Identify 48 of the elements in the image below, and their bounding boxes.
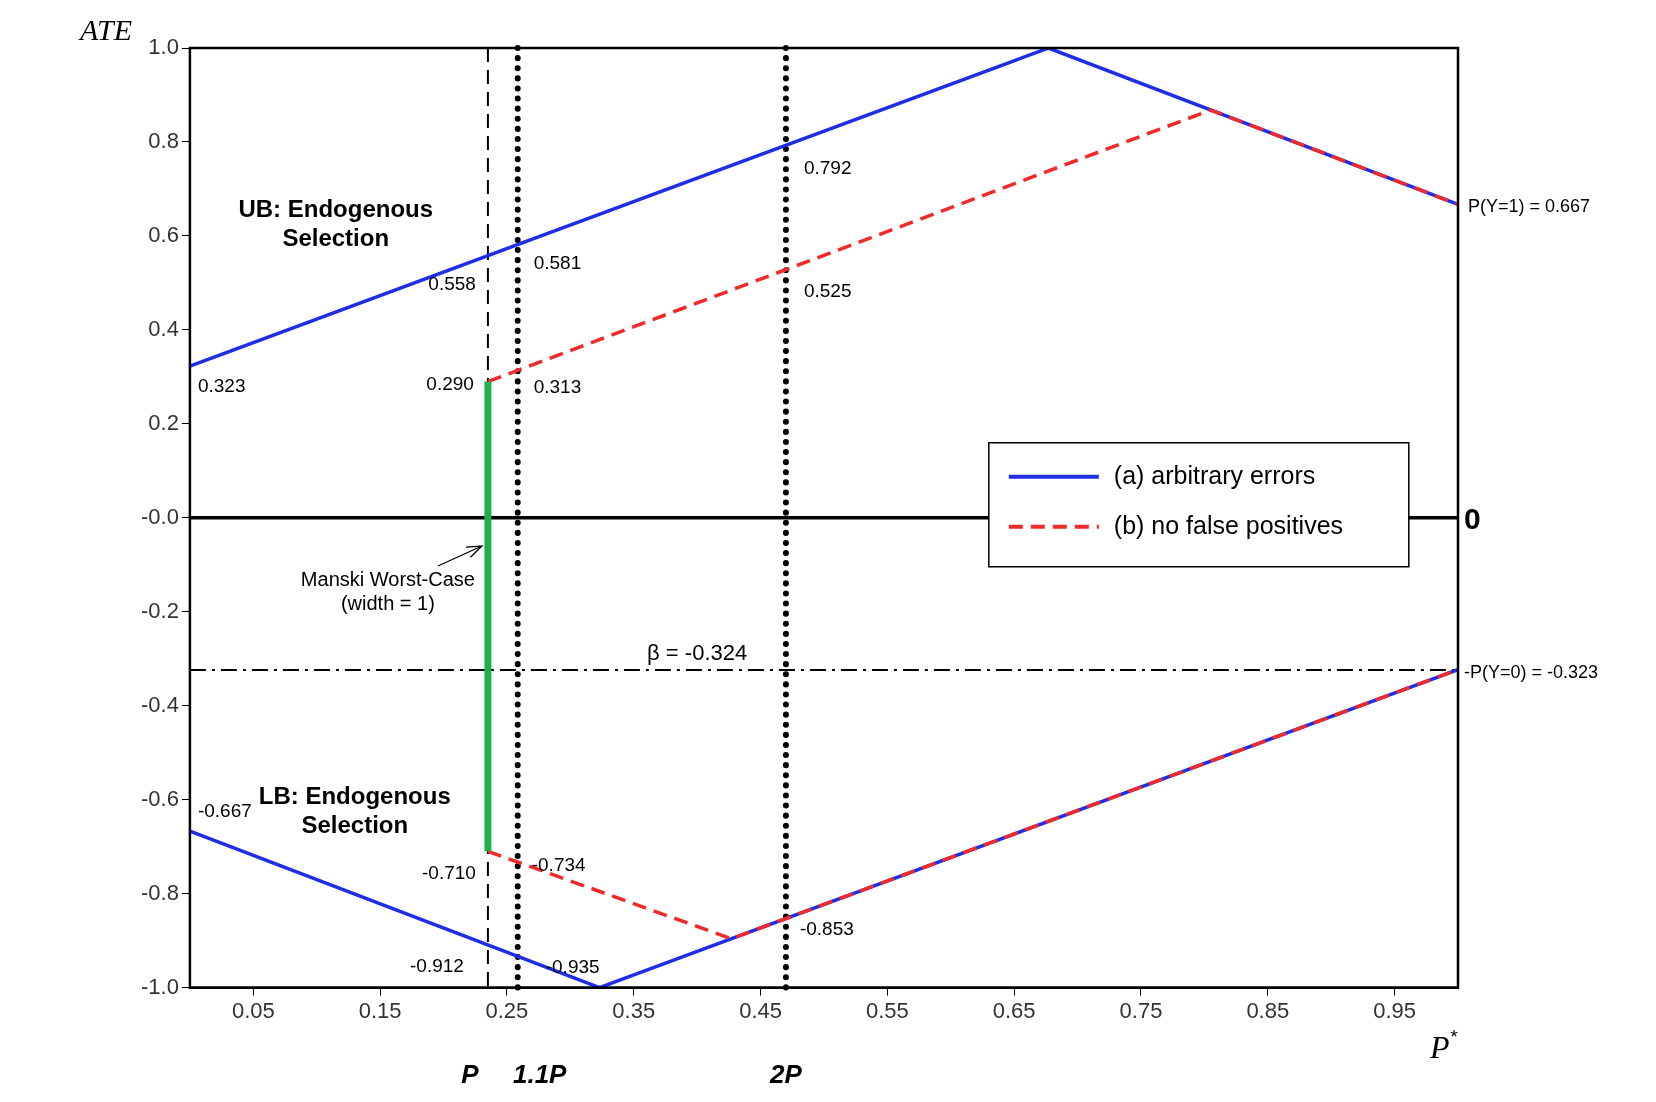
- ref-line-label: P: [461, 1058, 480, 1089]
- annotation: -0.710: [422, 862, 476, 884]
- x-tick-label: 0.75: [1119, 997, 1163, 1023]
- x-tick-label: 0.15: [358, 997, 402, 1023]
- ref-line-label: 1.1P: [512, 1058, 568, 1089]
- y-tick-label: 1.0: [148, 34, 179, 60]
- annotation: UB: Endogenous Selection: [238, 195, 434, 251]
- y-axis-title: ATE: [77, 13, 133, 46]
- ref-line-label: β = -0.324: [647, 640, 748, 666]
- x-tick-label: 0.95: [1373, 997, 1417, 1023]
- x-tick-label: 0.45: [739, 997, 782, 1023]
- annotation: Manski Worst-Case (width = 1): [300, 567, 475, 614]
- annotation: -0.667: [197, 800, 252, 822]
- annotation: 0.323: [197, 375, 246, 397]
- annotation: 0.313: [533, 375, 582, 397]
- annotation: 0.792: [803, 156, 852, 178]
- ref-line-label: 2P: [769, 1058, 803, 1089]
- annotation: -0.734: [531, 853, 587, 875]
- annotation: 0.525: [803, 280, 852, 302]
- annotation: -0.853: [799, 917, 854, 939]
- y-tick-label: -0.8: [140, 879, 179, 905]
- x-tick-label: 0.55: [865, 997, 909, 1023]
- annotation: -0.935: [545, 956, 600, 978]
- y-tick-label: 0.2: [148, 409, 179, 435]
- y-tick-label: -1.0: [140, 973, 179, 999]
- annotation: 0.581: [533, 251, 582, 273]
- x-tick-label: 0.65: [992, 997, 1036, 1023]
- x-tick-label: 0.25: [485, 997, 529, 1023]
- x-axis-title: P*: [1429, 1026, 1458, 1065]
- legend-label: (b) no false positives: [1113, 510, 1344, 539]
- y-tick-label: -0.0: [140, 503, 179, 529]
- y-tick-label: 0.6: [148, 221, 179, 247]
- y-tick-label: 0.8: [148, 128, 179, 154]
- annotation: -0.912: [410, 955, 464, 977]
- y-tick-label: 0.4: [148, 315, 179, 341]
- annotation: P(Y=1) = 0.667: [1468, 196, 1591, 217]
- x-tick-label: 0.85: [1246, 997, 1290, 1023]
- ref-line-label: 0: [1464, 501, 1481, 535]
- annotation: 0.290: [426, 372, 474, 394]
- x-tick-label: 0.05: [231, 997, 275, 1023]
- y-tick-label: -0.2: [140, 597, 179, 623]
- annotation: LB: Endogenous Selection: [258, 782, 451, 839]
- annotation: 0.558: [428, 272, 476, 294]
- legend-label: (a) arbitrary errors: [1113, 460, 1316, 489]
- y-tick-label: -0.6: [140, 785, 179, 811]
- annotation: -P(Y=0) = -0.323: [1464, 661, 1599, 682]
- x-tick-label: 0.35: [612, 997, 656, 1023]
- y-tick-label: -0.4: [140, 691, 179, 717]
